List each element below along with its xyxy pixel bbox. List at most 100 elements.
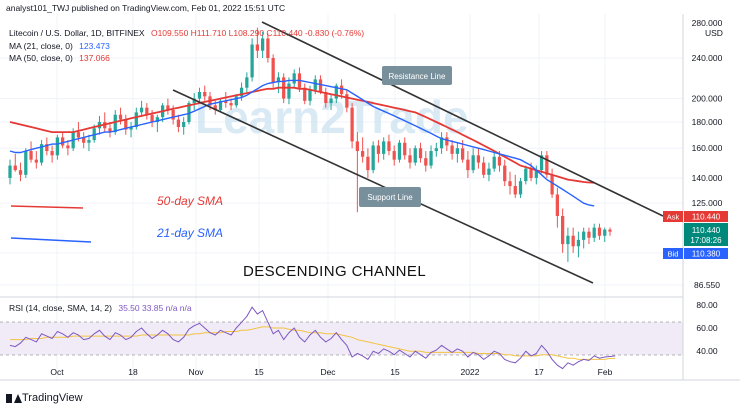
candle-body-79: [424, 158, 428, 166]
resistance-line: [261, 21, 664, 217]
candle-body-68: [366, 156, 370, 171]
candle-body-90: [482, 162, 486, 175]
candle-body-70: [376, 145, 381, 154]
candle-body-37: [203, 91, 207, 97]
candle-body-39: [213, 105, 217, 110]
sma21-legend-line: [10, 237, 92, 243]
candle-body-50: [271, 58, 275, 83]
candle-body-76: [408, 155, 412, 163]
time-tick-0: Oct: [50, 367, 64, 377]
candle-body-6: [39, 144, 44, 163]
candle-body-97: [518, 181, 523, 195]
candle-body-66: [355, 141, 359, 152]
candle-body-57: [308, 89, 312, 101]
candle-body-107: [571, 235, 575, 247]
candle-body-111: [592, 227, 596, 238]
rsi-tick-1: 60.00: [696, 323, 718, 333]
candle-body-15: [87, 140, 91, 143]
candle-body-35: [192, 98, 196, 104]
candle-body-10: [61, 137, 65, 146]
candle-body-62: [334, 85, 338, 99]
candle-body-13: [76, 132, 81, 138]
bid-tag: Bid 110.380: [663, 248, 728, 259]
price-tick-3: 160.000: [692, 143, 723, 153]
ask-tag: Ask 110.440: [663, 211, 728, 222]
candle-body-49: [266, 38, 270, 58]
candle-body-11: [66, 145, 70, 149]
rsi-line: [9, 306, 616, 370]
rsi-tick-2: 40.00: [696, 346, 718, 356]
rsi-axis[interactable]: 80.00 60.00 40.00: [696, 300, 718, 356]
candle-body-78: [418, 148, 423, 159]
candle-body-85: [455, 148, 459, 154]
symbol-title: Litecoin / U.S. Dollar, 1D, BITFINEX: [9, 28, 145, 38]
resistance-label-text: Resistance Line: [389, 72, 446, 81]
last-price-value: 110.440: [692, 226, 721, 235]
price-tick-1: 200.000: [692, 94, 723, 104]
candle-body-98: [524, 168, 528, 182]
candle-body-31: [171, 109, 175, 120]
publisher-line: analyst101_TWJ published on TradingView.…: [6, 3, 285, 13]
ask-tag-label-box: [663, 211, 683, 222]
support-label-text: Support Line: [367, 193, 413, 202]
time-tick-7: 17: [534, 367, 544, 377]
candle-body-82: [439, 137, 444, 149]
currency-label: USD: [705, 28, 723, 38]
moving-averages: [9, 79, 595, 207]
candle-body-28: [155, 117, 159, 123]
candle-body-0: [8, 165, 12, 178]
candle-body-95: [508, 181, 512, 187]
candle-body-23: [129, 127, 133, 130]
candle-body-25: [139, 107, 144, 113]
time-axis[interactable]: Oct 18 Nov 15 Dec 15 2022 17 Feb: [50, 367, 612, 377]
time-tick-1: 18: [128, 367, 138, 377]
candle-body-75: [403, 142, 407, 156]
candle-body-7: [45, 144, 49, 152]
candle-body-114: [608, 229, 612, 232]
candle-body-30: [166, 105, 170, 110]
candle-body-93: [497, 156, 502, 166]
price-tick-0: 240.000: [692, 53, 723, 63]
candle-body-5: [34, 159, 38, 163]
candle-body-60: [324, 91, 328, 104]
time-tick-3: 15: [254, 367, 264, 377]
candle-body-112: [597, 227, 602, 236]
candle-body-1: [13, 165, 17, 171]
price-tick-2: 180.000: [692, 117, 723, 127]
ma50-legend-value: 137.066: [79, 53, 110, 63]
ask-tag-value: 110.440: [692, 213, 721, 222]
rsi-band: [0, 322, 683, 355]
candle-body-59: [318, 79, 323, 92]
candle-body-102: [545, 155, 549, 175]
rsi-legend: RSI (14, close, SMA, 14, 2) 35.50 33.85 …: [9, 303, 192, 313]
candle-body-26: [145, 107, 149, 115]
tradingview-brand: TradingView: [22, 392, 83, 404]
candle-body-19: [108, 128, 112, 133]
candle-body-106: [566, 235, 570, 245]
ma50-line: [9, 86, 595, 184]
time-tick-4: Dec: [320, 367, 336, 377]
rsi-legend-label: RSI (14, close, SMA, 14, 2): [9, 303, 112, 313]
candle-body-88: [471, 155, 475, 171]
candle-body-89: [476, 155, 481, 163]
candle-body-44: [239, 87, 244, 97]
time-tick-8: Feb: [598, 367, 613, 377]
candle-body-56: [303, 87, 307, 101]
ma50-legend: MA (50, close, 0) 137.066: [9, 53, 110, 63]
candle-body-40: [218, 100, 223, 110]
bid-tag-value: 110.380: [692, 250, 721, 259]
rsi-tick-0: 80.00: [696, 300, 718, 310]
candle-body-72: [387, 141, 391, 152]
candle-body-42: [229, 103, 233, 106]
candle-body-61: [329, 98, 333, 104]
candle-body-27: [150, 114, 154, 123]
candle-body-71: [382, 141, 386, 154]
candle-body-41: [224, 100, 228, 104]
candle-body-65: [350, 107, 354, 142]
bid-tag-value-box: [684, 248, 728, 259]
sma50-annotation: 50-day SMA: [157, 194, 223, 208]
ma21-legend-value: 123.473: [79, 41, 110, 51]
channel-lines: [172, 21, 664, 284]
tradingview-footer[interactable]: TradingView: [6, 392, 83, 404]
